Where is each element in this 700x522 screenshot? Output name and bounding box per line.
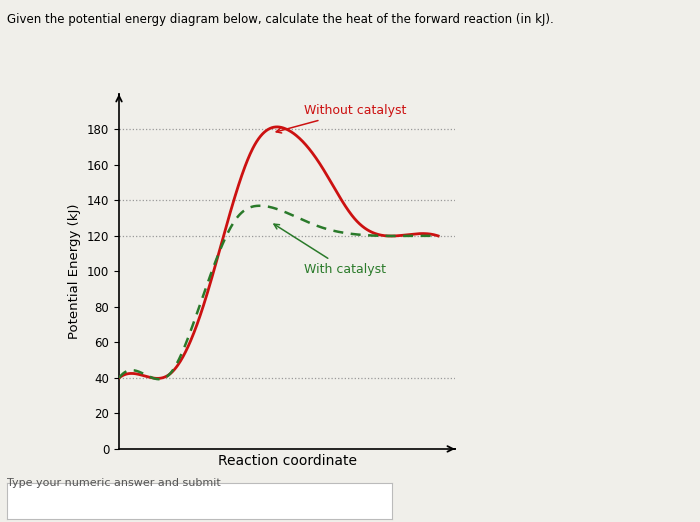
Text: Without catalyst: Without catalyst	[276, 104, 406, 133]
X-axis label: Reaction coordinate: Reaction coordinate	[218, 455, 356, 468]
Text: Given the potential energy diagram below, calculate the heat of the forward reac: Given the potential energy diagram below…	[7, 13, 554, 26]
Text: With catalyst: With catalyst	[274, 224, 386, 276]
Y-axis label: Potential Energy (kJ): Potential Energy (kJ)	[69, 204, 81, 339]
Text: Type your numeric answer and submit: Type your numeric answer and submit	[7, 478, 220, 488]
